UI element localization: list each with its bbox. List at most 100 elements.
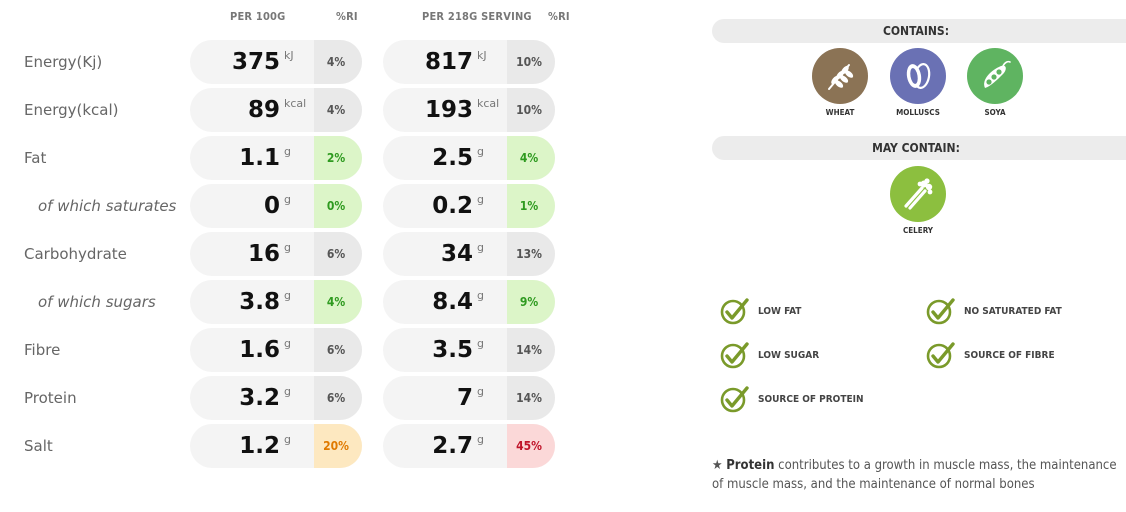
value-unit: g (477, 193, 484, 206)
claim-source-of-protein: SOURCE OF PROTEIN (720, 384, 864, 414)
ri-badge: 20% (314, 424, 362, 468)
nutrient-value-per-100g: 3.8 g 4% (190, 280, 362, 324)
ri-badge: 13% (507, 232, 555, 276)
claim-label: NO SATURATED FAT (964, 305, 1062, 317)
ri-badge: 14% (507, 328, 555, 372)
celery-icon (890, 166, 946, 222)
value-unit: g (477, 385, 484, 398)
value-unit: g (477, 145, 484, 158)
header-ri-100g: %RI (336, 10, 358, 23)
nutrient-value-per-serving: 34 g 13% (383, 232, 555, 276)
ri-badge: 4% (314, 40, 362, 84)
ri-badge: 0% (314, 184, 362, 228)
value-unit: kcal (477, 97, 500, 110)
soya-icon (967, 48, 1023, 104)
nutrient-label: Fat (24, 149, 47, 167)
allergen-wheat: WHEAT (800, 48, 880, 117)
value-number: 1.2 (239, 433, 280, 459)
value-unit: kJ (477, 49, 487, 62)
check-icon (926, 298, 955, 325)
nutrient-value-per-serving: 817 kJ 10% (383, 40, 555, 84)
allergen-celery: CELERY (878, 166, 958, 235)
value-unit: g (284, 433, 291, 446)
claim-low-fat: LOW FAT (720, 296, 801, 326)
ri-badge: 6% (314, 376, 362, 420)
value-number: 375 (231, 49, 280, 75)
claim-label: LOW SUGAR (758, 349, 820, 361)
nutrient-value-per-100g: 1.1 g 2% (190, 136, 362, 180)
value-unit: g (284, 145, 291, 158)
check-icon (720, 298, 749, 325)
value-unit: kcal (284, 97, 307, 110)
nutrient-label: Fibre (24, 341, 61, 359)
value-unit: g (284, 241, 291, 254)
claim-label: SOURCE OF PROTEIN (758, 393, 864, 405)
nutrient-value-per-serving: 2.5 g 4% (383, 136, 555, 180)
nutrient-value-per-serving: 3.5 g 14% (383, 328, 555, 372)
value-unit: g (477, 433, 484, 446)
header-per-100g: PER 100G (230, 10, 286, 23)
value-number: 0.2 (432, 193, 473, 219)
ri-badge: 9% (507, 280, 555, 324)
nutrient-value-per-100g: 375 kJ 4% (190, 40, 362, 84)
claim-label: LOW FAT (758, 305, 802, 317)
star-icon: ★ (712, 458, 723, 473)
value-number: 89 (247, 97, 280, 123)
nutrient-label: Energy(Kj) (24, 53, 103, 71)
check-icon (926, 342, 955, 369)
nutrient-value-per-100g: 3.2 g 6% (190, 376, 362, 420)
allergen-soya: SOYA (955, 48, 1035, 117)
check-icon (720, 342, 749, 369)
value-number: 8.4 (432, 289, 473, 315)
contains-bar: CONTAINS: (712, 19, 1126, 43)
header-per-serving: PER 218G SERVING (422, 10, 532, 23)
nutrient-value-per-serving: 2.7 g 45% (383, 424, 555, 468)
wheat-icon (812, 48, 868, 104)
value-number: 3.5 (432, 337, 473, 363)
ri-badge: 10% (507, 40, 555, 84)
nutrient-label: Salt (24, 437, 53, 455)
nutrient-value-per-100g: 0 g 0% (190, 184, 362, 228)
check-icon (720, 386, 749, 413)
claim-low-sugar: LOW SUGAR (720, 340, 819, 370)
value-number: 3.2 (239, 385, 280, 411)
value-number: 7 (456, 385, 473, 411)
note-bold: Protein (726, 458, 775, 473)
ri-badge: 2% (314, 136, 362, 180)
value-number: 3.8 (239, 289, 280, 315)
nutrient-label: Protein (24, 389, 77, 407)
nutrient-value-per-100g: 16 g 6% (190, 232, 362, 276)
nutrient-label: Energy(kcal) (24, 101, 119, 119)
nutrient-value-per-100g: 1.2 g 20% (190, 424, 362, 468)
claim-no-saturated-fat: NO SATURATED FAT (926, 296, 1062, 326)
allergen-name: MOLLUSCS (896, 108, 940, 117)
value-unit: g (477, 337, 484, 350)
value-unit: kJ (284, 49, 294, 62)
protein-claim-note: ★ Protein contributes to a growth in mus… (712, 456, 1126, 494)
nutrient-value-per-100g: 1.6 g 6% (190, 328, 362, 372)
value-unit: g (477, 241, 484, 254)
nutrient-value-per-serving: 0.2 g 1% (383, 184, 555, 228)
nutrient-value-per-serving: 7 g 14% (383, 376, 555, 420)
ri-badge: 4% (314, 88, 362, 132)
allergen-name: CELERY (902, 226, 934, 235)
value-number: 0 (263, 193, 280, 219)
claim-source-of-fibre: SOURCE OF FIBRE (926, 340, 1055, 370)
value-number: 193 (424, 97, 473, 123)
ri-badge: 14% (507, 376, 555, 420)
allergen-molluscs: MOLLUSCS (878, 48, 958, 117)
value-unit: g (284, 337, 291, 350)
value-number: 34 (440, 241, 473, 267)
value-number: 2.5 (432, 145, 473, 171)
value-unit: g (284, 385, 291, 398)
value-unit: g (284, 193, 291, 206)
value-number: 1.6 (239, 337, 280, 363)
ri-badge: 1% (507, 184, 555, 228)
value-unit: g (477, 289, 484, 302)
header-ri-serving: %RI (548, 10, 570, 23)
nutrient-label: Carbohydrate (24, 245, 127, 263)
nutrient-value-per-serving: 8.4 g 9% (383, 280, 555, 324)
may-contain-bar: MAY CONTAIN: (712, 136, 1126, 160)
nutrient-label: of which saturates (38, 197, 177, 215)
ri-badge: 4% (507, 136, 555, 180)
